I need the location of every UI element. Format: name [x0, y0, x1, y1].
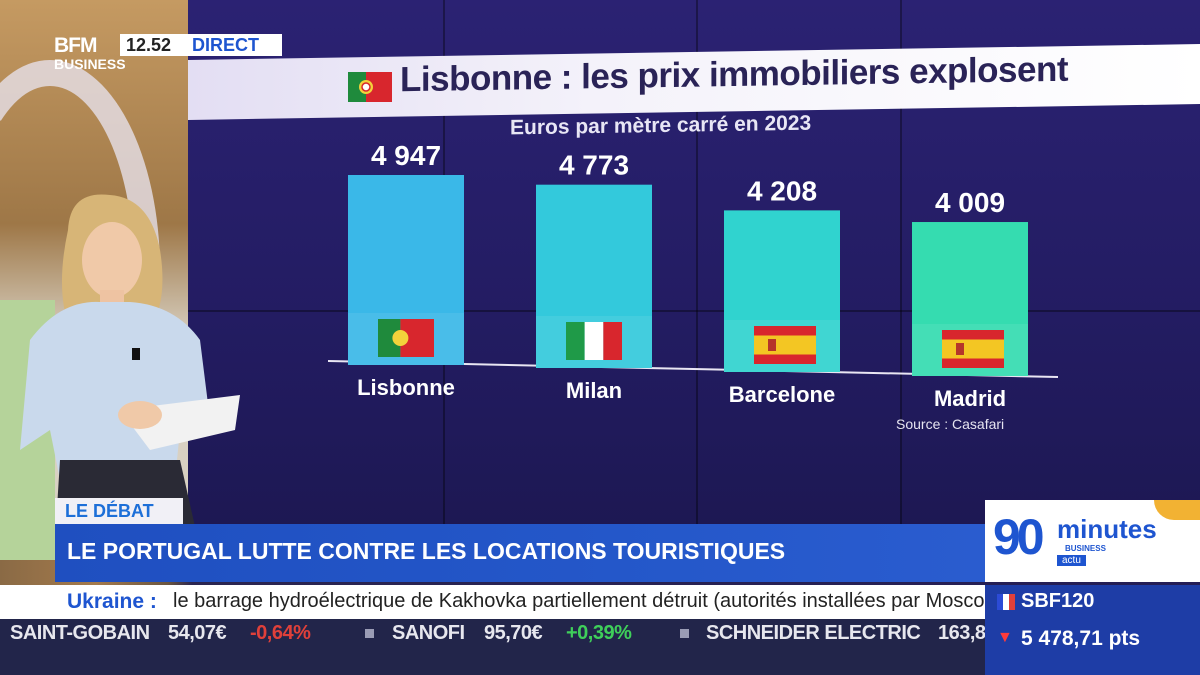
screen-seam: [900, 0, 902, 525]
presenter-figure: [20, 194, 240, 540]
stock-name: SAINT-GOBAIN: [10, 622, 150, 644]
clock-time: 12.52: [126, 35, 172, 55]
news-text: le barrage hydroélectrique de Kakhovka p…: [173, 590, 985, 612]
index-box: SBF120 ▼ 5 478,71 pts: [985, 585, 1200, 675]
stock-change: -0,64%: [250, 622, 311, 644]
italy-flag-icon: [584, 322, 604, 360]
stock-ticker: SAINT-GOBAIN 54,07€ -0,64% SANOFI 95,70€…: [0, 619, 985, 675]
category-label: Milan: [566, 378, 622, 403]
spain-flag-icon: [768, 339, 776, 351]
portugal-flag-icon: [348, 72, 392, 102]
chart-source: Source : Casafari: [896, 416, 1005, 432]
bar-value-label: 4 009: [935, 187, 1005, 218]
program-logo-sub: actu: [1057, 555, 1086, 566]
live-label: DIRECT: [192, 35, 259, 55]
stock-price: 95,70€: [484, 622, 543, 644]
channel-logo-bottom: BUSINESS: [54, 56, 126, 72]
category-label: Madrid: [934, 386, 1006, 411]
channel-logo: BFM BUSINESS: [54, 34, 126, 76]
stock-name: SCHNEIDER ELECTRIC: [706, 622, 921, 644]
video-wall: Lisbonne : les prix immobiliers explosen…: [188, 0, 1200, 525]
program-logo-word: minutes: [1057, 514, 1157, 544]
spain-flag-icon: [942, 339, 1004, 359]
index-value: 5 478,71 pts: [1021, 627, 1141, 650]
stock-price: 54,07€: [168, 622, 227, 644]
news-ticker-edge: [0, 585, 55, 619]
italy-flag-icon: [566, 322, 585, 360]
category-label: Barcelone: [729, 382, 835, 407]
news-ticker: Ukraine : le barrage hydroélectrique de …: [55, 585, 985, 619]
bar-value-label: 4 208: [747, 175, 817, 206]
headline-text: LE PORTUGAL LUTTE CONTRE LES LOCATIONS T…: [67, 538, 786, 564]
screen-seam: [188, 310, 1200, 312]
portugal-flag-icon: [392, 330, 409, 346]
live-clock: 12.52 DIRECT: [120, 34, 282, 56]
portugal-flag-icon: [378, 319, 401, 357]
channel-logo-top: BFM: [54, 34, 97, 57]
italy-flag-icon: [603, 322, 622, 360]
headline-bar: LE PORTUGAL LUTTE CONTRE LES LOCATIONS T…: [55, 524, 985, 582]
down-arrow-icon: ▼: [997, 629, 1013, 646]
program-logo: 90 minutes BUSINESS actu: [985, 500, 1200, 582]
stock-price: 163,8: [938, 622, 985, 644]
ticker-separator: [680, 629, 689, 638]
spain-flag-icon: [754, 335, 816, 355]
program-logo-number: 90: [993, 509, 1045, 565]
spain-flag-icon: [956, 343, 964, 355]
category-label: Lisbonne: [357, 375, 455, 400]
screen-seam: [696, 0, 698, 525]
segment-tag: LE DÉBAT: [55, 498, 183, 524]
news-topic: Ukraine :: [67, 590, 157, 613]
ticker-separator: [365, 629, 374, 638]
sun-decor: [1154, 500, 1200, 520]
bar-value-label: 4 773: [559, 150, 629, 181]
bar-chart: 4 947 Lisbonne 4 773 Milan 4 208 Barcelone 4 0…: [327, 140, 1059, 411]
stock-name: SANOFI: [392, 622, 465, 644]
program-logo-brand: BUSINESS: [1065, 544, 1106, 553]
index-name: SBF120: [1021, 590, 1095, 612]
france-flag-icon: [997, 594, 1015, 610]
bar-value-label: 4 947: [371, 140, 441, 171]
stock-change: +0,39%: [566, 622, 632, 644]
